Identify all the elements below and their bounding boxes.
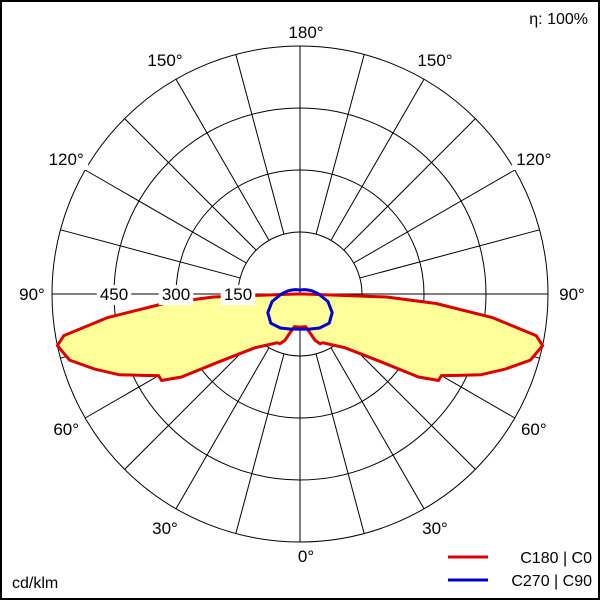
series-c180-c0-curve — [55, 292, 545, 382]
angle-label-150-right: 150° — [417, 51, 452, 70]
radial-tick-label-300-bg — [158, 285, 194, 305]
label-layer: 0° 30° 30° 60° 60° 90° 90° 120° 120° 150° 150° 180°… — [14, 23, 590, 567]
grid-spoke — [343, 337, 476, 470]
grid-spoke — [359, 229, 540, 279]
angle-label-90-left-bg — [14, 285, 50, 305]
legend-label-c270-c90: C270 | C90 — [511, 573, 592, 590]
grid-spoke — [235, 353, 285, 534]
angle-label-30-right: 30° — [422, 519, 448, 538]
legend-label-c180-c0: C180 | C0 — [520, 550, 592, 567]
grid-spoke — [315, 353, 365, 534]
grid-spoke — [60, 229, 241, 279]
angle-label-60-right: 60° — [521, 420, 547, 439]
grid-spoke — [124, 118, 257, 251]
angle-label-150-left-bg — [143, 51, 187, 72]
grid-ring — [51, 45, 549, 543]
angle-label-120-left: 120° — [49, 150, 84, 169]
radial-tick-label-300: 300 — [162, 285, 190, 304]
radial-tick-label-450: 450 — [100, 285, 128, 304]
radial-tick-label-150: 150 — [224, 285, 252, 304]
angle-label-0-center: 0° — [298, 547, 314, 566]
radial-tick-label-150-bg — [220, 285, 256, 305]
angle-label-60-right-bg — [516, 420, 552, 440]
legend: C180 | C0 C270 | C90 — [448, 550, 592, 590]
angle-label-180-center-bg — [284, 23, 328, 43]
angle-label-30-right-bg — [417, 518, 453, 539]
angle-label-180-center: 180° — [288, 23, 323, 42]
grid-spoke — [124, 337, 257, 470]
angle-label-150-left: 150° — [147, 51, 182, 70]
angle-label-60-left: 60° — [53, 420, 79, 439]
angle-label-120-left-bg — [44, 150, 89, 170]
grid-spoke — [343, 118, 476, 251]
angle-label-0-center-bg — [293, 547, 319, 567]
series-c270-c90-curve — [266, 288, 334, 331]
grid-spoke — [353, 169, 516, 264]
angle-label-150-right-bg — [413, 51, 457, 72]
grid-spoke — [315, 54, 365, 235]
angle-label-60-left-bg — [48, 420, 84, 440]
angle-label-120-right: 120° — [516, 150, 551, 169]
grid-spoke — [175, 347, 270, 510]
angle-label-30-left: 30° — [152, 519, 178, 538]
angle-label-30-left-bg — [147, 518, 183, 539]
grid-spoke — [84, 169, 247, 264]
grid-spoke — [175, 78, 270, 241]
unit-label: cd/klm — [12, 575, 58, 592]
efficiency-label: η: 100% — [529, 11, 588, 28]
angle-label-90-left: 90° — [19, 285, 45, 304]
angle-label-90-right: 90° — [559, 285, 585, 304]
series-layer — [55, 288, 545, 382]
angle-label-120-right-bg — [511, 150, 556, 170]
grid-spoke — [330, 78, 425, 241]
grid-spoke — [330, 347, 425, 510]
grid-spoke — [235, 54, 285, 235]
angle-label-90-right-bg — [554, 285, 590, 305]
radial-tick-label-450-bg — [96, 285, 132, 305]
